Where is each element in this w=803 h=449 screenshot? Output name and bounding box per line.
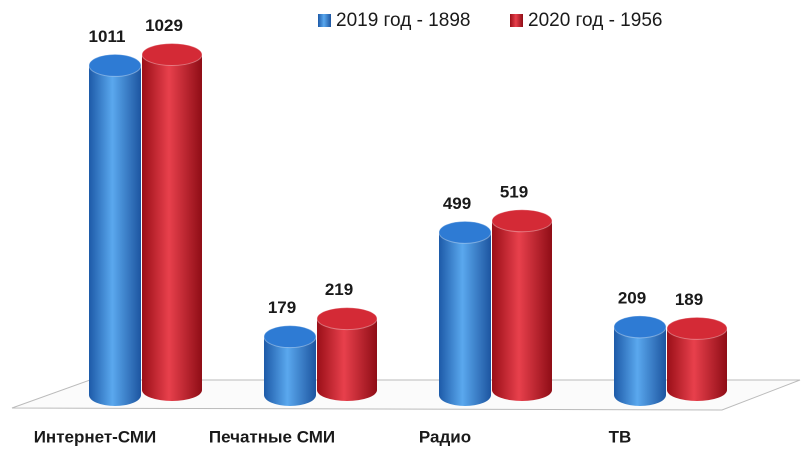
- bar: [439, 232, 491, 406]
- x-tick-label: ТВ: [609, 427, 632, 446]
- value-label: 209: [618, 288, 646, 307]
- legend-label: 2020 год - 1956: [528, 10, 662, 31]
- value-label: 519: [500, 182, 528, 201]
- bar: [667, 328, 727, 401]
- bar-top: [141, 43, 203, 67]
- bar-top: [263, 325, 317, 349]
- x-tick-label: Интернет-СМИ: [34, 427, 157, 446]
- legend-swatch: [510, 14, 523, 27]
- value-label: 219: [325, 280, 353, 299]
- value-label: 499: [443, 194, 471, 213]
- legend-label: 2019 год - 1898: [336, 10, 470, 31]
- floor: [11, 379, 801, 411]
- bar: [142, 54, 202, 402]
- bar: [492, 220, 552, 401]
- bar-top: [438, 220, 492, 244]
- bar: [89, 65, 141, 406]
- value-label: 1011: [89, 27, 126, 46]
- bar-top: [613, 315, 667, 339]
- value-label: 1029: [145, 16, 183, 35]
- value-label: 179: [268, 298, 296, 317]
- bar: [614, 326, 666, 406]
- x-tick-label: Печатные СМИ: [209, 427, 335, 446]
- legend-swatch: [318, 14, 331, 27]
- value-label: 189: [675, 290, 703, 309]
- bar-top: [666, 316, 728, 340]
- bar: [317, 318, 377, 401]
- x-tick-label: Радио: [419, 427, 471, 446]
- bar-top: [88, 53, 142, 77]
- bar-top: [491, 209, 553, 233]
- bar-top: [316, 307, 378, 331]
- bar: [264, 336, 316, 406]
